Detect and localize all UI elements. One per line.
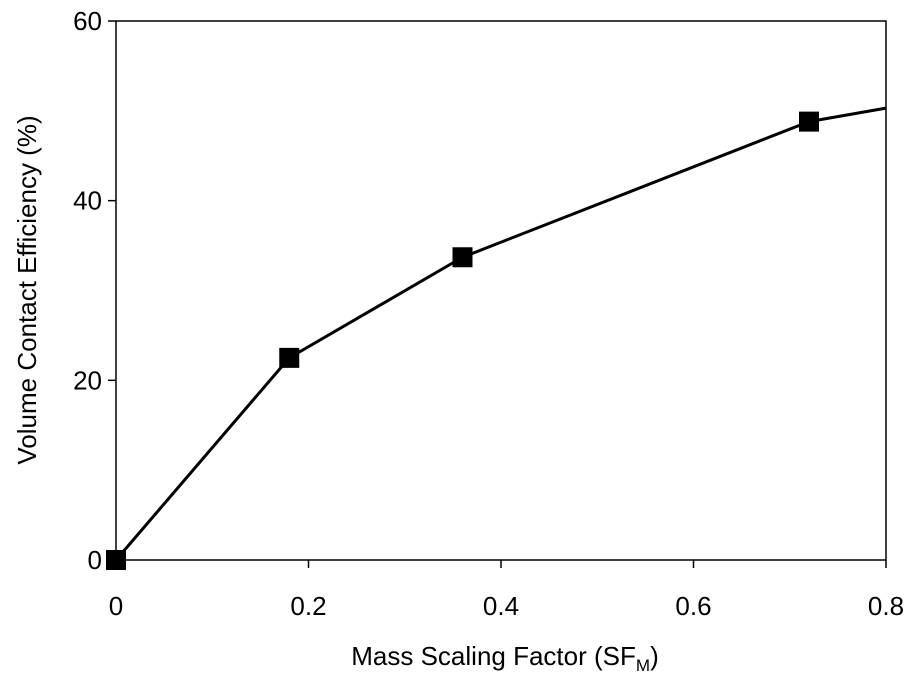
x-tick-label: 0.4 — [483, 591, 519, 621]
series-group — [106, 106, 887, 570]
y-axis: 0 20 40 60 — [73, 6, 116, 575]
plot-area-frame — [115, 20, 887, 561]
data-point-marker — [799, 111, 819, 132]
data-point-marker — [279, 347, 300, 368]
y-tick-label: 0 — [88, 545, 102, 575]
y-axis-label: Volume Contact Efficiency (%) — [12, 115, 42, 464]
x-tick-label: 0 — [109, 591, 123, 621]
x-tick-label: 0.6 — [675, 591, 711, 621]
data-point-marker — [106, 550, 126, 570]
x-tick-label: 0.2 — [290, 591, 326, 621]
x-axis-label-subscript: M — [636, 656, 650, 673]
data-point-marker — [452, 247, 473, 268]
y-tick-label: 60 — [73, 6, 102, 36]
x-axis-label-suffix: ) — [650, 641, 659, 671]
x-axis-label-main: Mass Scaling Factor (SF — [351, 641, 636, 671]
y-tick-label: 20 — [73, 365, 102, 395]
y-tick-label: 40 — [73, 186, 102, 216]
x-axis-label: Mass Scaling Factor (SFM) — [351, 641, 658, 673]
x-axis: 0 0.2 0.4 0.6 0.8 — [109, 560, 904, 621]
x-tick-label: 0.8 — [868, 591, 904, 621]
series-line — [114, 106, 887, 561]
